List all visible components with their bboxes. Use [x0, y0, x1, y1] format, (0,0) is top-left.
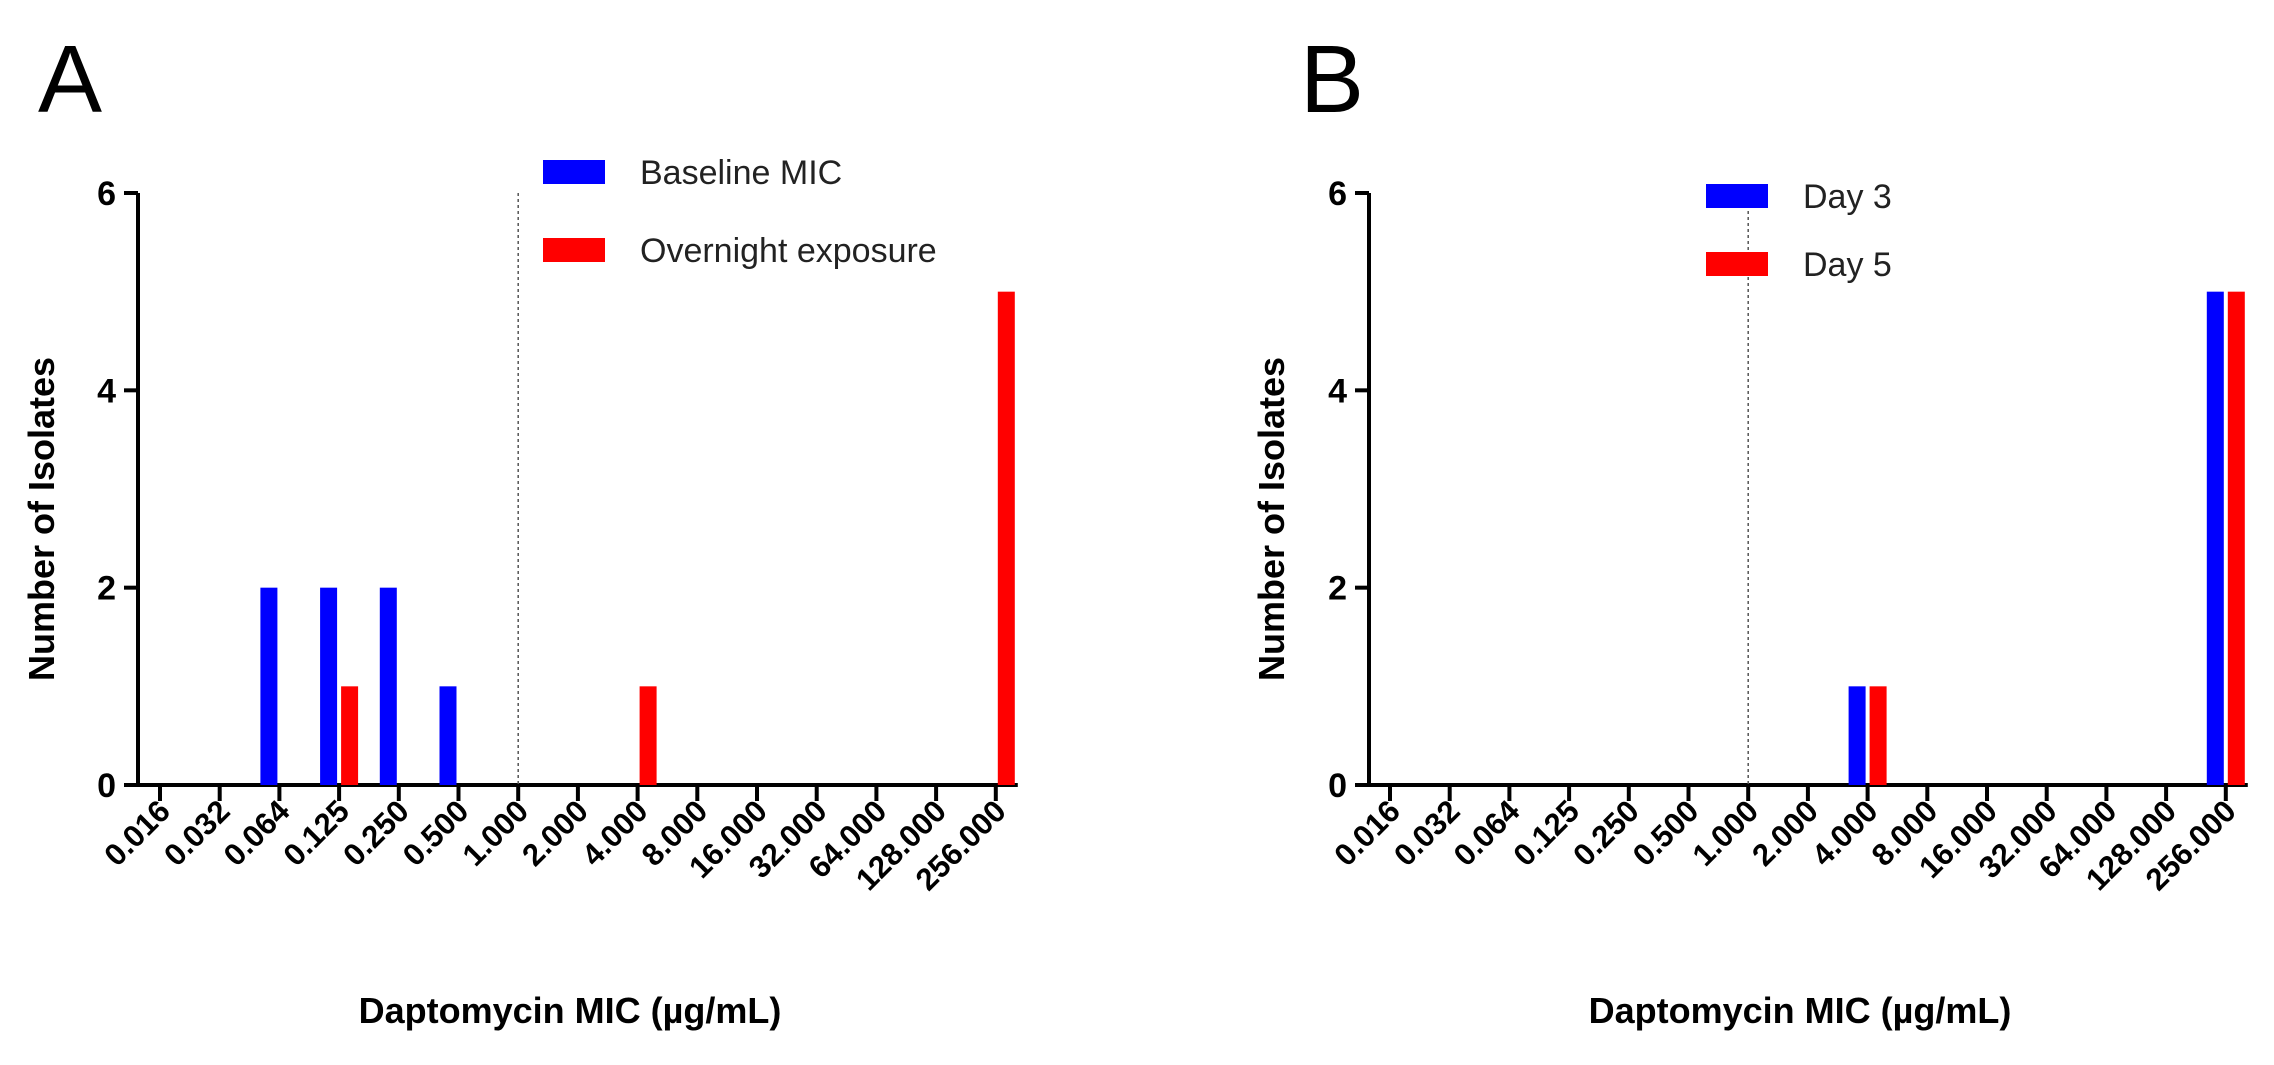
x-tick-label: 0.500	[1626, 793, 1706, 873]
y-tick-label: 0	[97, 767, 116, 805]
x-tick-label: 0.064	[1447, 793, 1527, 873]
bar-day-5	[1869, 686, 1887, 785]
x-tick-label: 0.032	[1387, 793, 1467, 873]
x-tick-label: 0.016	[1327, 793, 1407, 873]
bar-day-5	[2227, 291, 2245, 785]
legend-swatch	[1706, 184, 1768, 208]
y-axis-title: Number of Isolates	[21, 357, 62, 681]
panel-label-a: A	[38, 26, 102, 133]
legend-swatch	[543, 238, 605, 262]
y-tick-label: 6	[1328, 175, 1347, 213]
y-tick-label: 4	[1328, 372, 1347, 410]
bar-baseline-mic	[379, 587, 397, 785]
bar-day-3	[2206, 291, 2224, 785]
y-axis-title: Number of Isolates	[1251, 357, 1292, 681]
bar-overnight-exposure	[639, 686, 657, 785]
x-tick-label: 0.064	[217, 793, 297, 873]
x-tick-label: 0.016	[97, 793, 177, 873]
x-tick-label: 2.000	[1745, 793, 1825, 873]
bar-baseline-mic	[439, 686, 457, 785]
bar-baseline-mic	[320, 587, 338, 785]
x-tick-label: 0.250	[336, 793, 416, 873]
x-tick-label: 1.000	[456, 793, 536, 873]
x-tick-label: 1.000	[1686, 793, 1766, 873]
y-tick-label: 2	[1328, 570, 1347, 608]
x-tick-label: 4.000	[575, 793, 655, 873]
bar-day-3	[1848, 686, 1866, 785]
legend-swatch	[543, 160, 605, 184]
y-tick-label: 4	[97, 372, 116, 410]
legend-swatch	[1706, 252, 1768, 276]
y-tick-label: 2	[97, 570, 116, 608]
chart-panel-b: 0 2 4 6 0.0160.0320.0640.1250.2500.5001.0002…	[1251, 175, 2248, 1031]
panel-label-b: B	[1300, 26, 1364, 133]
legend-label: Overnight exposure	[640, 232, 937, 270]
x-tick-label: 0.250	[1566, 793, 1646, 873]
x-tick-label: 0.125	[1506, 793, 1586, 873]
x-tick-label: 4.000	[1805, 793, 1885, 873]
bar-overnight-exposure	[341, 686, 359, 785]
legend-label: Baseline MIC	[640, 154, 842, 192]
bar-overnight-exposure	[997, 291, 1015, 785]
x-tick-label: 0.032	[157, 793, 237, 873]
y-tick-label: 0	[1328, 767, 1347, 805]
x-axis-title: Daptomycin MIC (µg/mL)	[359, 990, 782, 1031]
legend-label: Day 5	[1803, 246, 1892, 284]
x-tick-label: 0.125	[276, 793, 356, 873]
y-tick-label: 6	[97, 175, 116, 213]
bar-baseline-mic	[260, 587, 278, 785]
x-tick-label: 2.000	[515, 793, 595, 873]
x-axis-title: Daptomycin MIC (µg/mL)	[1589, 990, 2012, 1031]
chart-panel-a: 0 2 4 6 0.0160.0320.0640.1250.2500.5001.0002…	[21, 154, 1018, 1031]
legend-label: Day 3	[1803, 178, 1892, 216]
x-tick-label: 0.500	[396, 793, 476, 873]
